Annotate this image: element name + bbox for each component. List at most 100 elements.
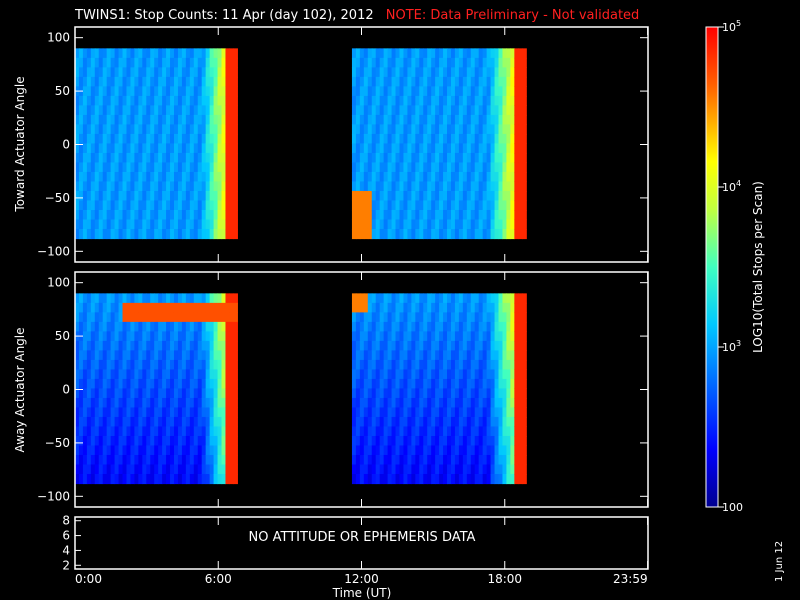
heatmap-cell xyxy=(213,312,219,323)
heatmap-cell xyxy=(395,426,401,437)
heatmap-cell xyxy=(514,86,519,97)
heatmap-cell xyxy=(371,331,377,342)
heatmap-cell xyxy=(383,369,389,380)
heatmap-cell xyxy=(375,57,381,68)
heatmap-cell xyxy=(209,114,215,126)
heatmap-cell xyxy=(130,190,135,202)
heatmap-cell xyxy=(351,388,357,399)
heatmap-cell xyxy=(423,378,428,390)
heatmap-cell xyxy=(419,162,424,173)
heatmap-cell xyxy=(466,152,472,164)
heatmap-cell xyxy=(486,86,492,97)
heatmap-cell xyxy=(193,143,199,154)
heatmap-cell xyxy=(189,435,195,447)
heatmap-cell xyxy=(470,190,476,202)
heatmap-cell xyxy=(371,426,377,437)
heatmap-cell xyxy=(138,57,143,68)
heatmap-cell xyxy=(122,359,128,371)
heatmap-cell xyxy=(130,369,135,380)
heatmap-cell xyxy=(502,312,508,323)
heatmap-cell xyxy=(415,228,420,240)
heatmap-cell xyxy=(75,114,80,126)
heatmap-cell xyxy=(478,105,484,116)
heatmap-cell xyxy=(221,378,227,390)
heatmap-cell xyxy=(90,293,96,304)
heatmap-cell xyxy=(86,340,92,352)
heatmap-cell xyxy=(435,350,440,361)
heatmap-cell xyxy=(431,219,436,230)
heatmap-cell xyxy=(205,76,211,87)
heatmap-cell xyxy=(391,302,397,313)
heatmap-cell xyxy=(375,133,381,145)
heatmap-cell xyxy=(78,228,84,240)
heatmap-cell xyxy=(447,435,452,447)
heatmap-cell xyxy=(94,209,100,221)
heatmap-cell xyxy=(466,302,472,313)
heatmap-cell xyxy=(447,114,452,126)
heatmap-cell xyxy=(359,181,365,192)
heatmap-cell xyxy=(427,95,432,107)
heatmap-cell xyxy=(395,388,401,399)
heatmap-cell xyxy=(399,397,405,409)
heatmap-cell xyxy=(522,454,527,466)
heatmap-cell xyxy=(130,312,135,323)
heatmap-cell xyxy=(94,416,100,428)
heatmap-cell xyxy=(146,435,151,447)
heatmap-cell xyxy=(383,124,389,135)
heatmap-cell xyxy=(391,369,397,380)
heatmap-cell xyxy=(502,171,508,183)
heatmap-cell xyxy=(439,200,444,211)
heatmap-cell xyxy=(486,162,492,173)
heatmap-cell xyxy=(86,302,92,313)
heatmap-cell xyxy=(502,181,508,192)
heatmap-cell xyxy=(233,388,238,399)
heatmap-cell xyxy=(395,57,401,68)
heatmap-cell xyxy=(177,302,183,313)
heatmap-cell xyxy=(490,209,496,221)
heatmap-cell xyxy=(395,331,401,342)
heatmap-cell xyxy=(395,219,401,230)
heatmap-cell xyxy=(494,416,500,428)
heatmap-cell xyxy=(486,48,492,59)
heatmap-cell xyxy=(435,200,440,211)
heatmap-cell xyxy=(447,219,452,230)
heatmap-cell xyxy=(466,181,472,192)
heatmap-cell xyxy=(134,114,139,126)
heatmap-cell xyxy=(82,219,88,230)
heatmap-cell xyxy=(387,321,393,332)
heatmap-cell xyxy=(78,359,84,371)
heatmap-cell xyxy=(375,105,381,116)
heatmap-cell xyxy=(482,95,488,107)
heatmap-cell xyxy=(138,219,143,230)
heatmap-cell xyxy=(118,133,124,145)
heatmap-cell xyxy=(90,445,96,456)
heatmap-cell xyxy=(209,321,215,332)
heatmap-cell xyxy=(502,143,508,154)
heatmap-cell xyxy=(134,416,139,428)
heatmap-cell xyxy=(462,331,468,342)
heatmap-cell xyxy=(98,359,104,371)
heatmap-cell xyxy=(403,397,408,409)
heatmap-cell xyxy=(351,181,357,192)
heatmap-cell xyxy=(359,350,365,361)
heatmap-cell xyxy=(443,76,448,87)
heatmap-cell xyxy=(415,302,420,313)
heatmap-cell xyxy=(490,464,496,475)
heatmap-cell xyxy=(90,302,96,313)
heatmap-cell xyxy=(173,407,179,418)
heatmap-cell xyxy=(383,228,389,240)
heatmap-cell xyxy=(383,407,389,418)
heatmap-cell xyxy=(110,228,116,240)
heatmap-cell xyxy=(367,209,373,221)
heatmap-cell xyxy=(138,293,143,304)
heatmap-cell xyxy=(134,219,139,230)
heatmap-cell xyxy=(170,378,175,390)
heatmap-cell xyxy=(482,473,488,485)
heatmap-cell xyxy=(189,200,195,211)
heatmap-cell xyxy=(387,67,393,78)
heatmap-cell xyxy=(138,133,143,145)
heatmap-cell xyxy=(490,133,496,145)
heatmap-cell xyxy=(395,143,401,154)
heatmap-cell xyxy=(379,171,385,183)
heatmap-cell xyxy=(189,302,195,313)
